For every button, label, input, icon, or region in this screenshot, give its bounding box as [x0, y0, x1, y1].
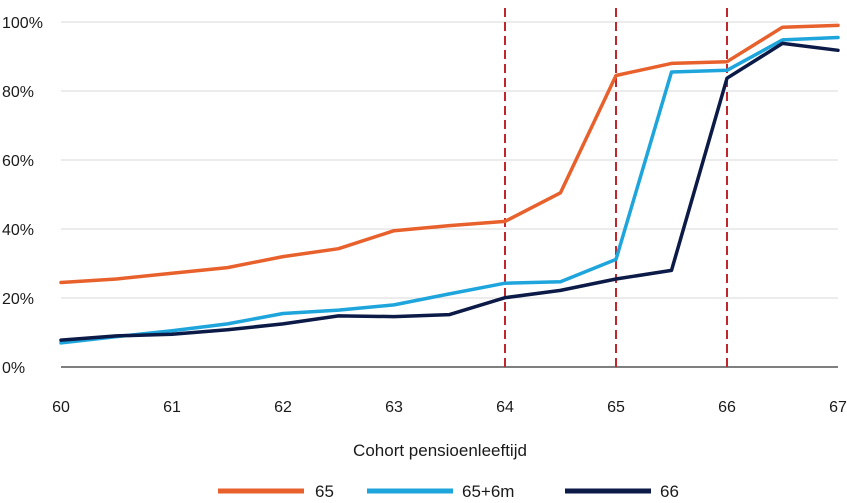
x-tick-label: 66: [718, 399, 736, 416]
y-tick-label: 0%: [2, 360, 25, 377]
y-axis-labels: 0% 20% 40% 60% 80% 100%: [2, 15, 43, 377]
y-tick-label: 100%: [2, 15, 43, 32]
y-tick-label: 80%: [2, 84, 34, 101]
x-tick-label: 67: [829, 399, 847, 416]
x-tick-label: 63: [385, 399, 403, 416]
y-tick-label: 20%: [2, 291, 34, 308]
legend-label-65: 65: [315, 482, 334, 501]
series-line-65: [59, 23, 840, 285]
y-tick-label: 60%: [2, 153, 34, 170]
x-tick-label: 60: [52, 399, 70, 416]
series-line-65+6m: [59, 35, 840, 345]
x-tick-label: 62: [274, 399, 292, 416]
series-line-66: [59, 41, 840, 342]
legend: 65 65+6m 66: [218, 482, 679, 501]
legend-label-66: 66: [660, 482, 679, 501]
grid: [61, 21, 838, 368]
x-axis-title: Cohort pensioenleeftijd: [353, 441, 527, 460]
x-tick-label: 65: [607, 399, 625, 416]
x-tick-label: 61: [163, 399, 181, 416]
legend-label-65+6m: 65+6m: [462, 482, 514, 501]
x-axis-labels: 60 61 62 63 64 65 66 67: [52, 399, 847, 416]
reference-lines: [504, 8, 728, 369]
series-lines: [59, 23, 840, 345]
x-tick-label: 64: [496, 399, 514, 416]
y-tick-label: 40%: [2, 222, 34, 239]
